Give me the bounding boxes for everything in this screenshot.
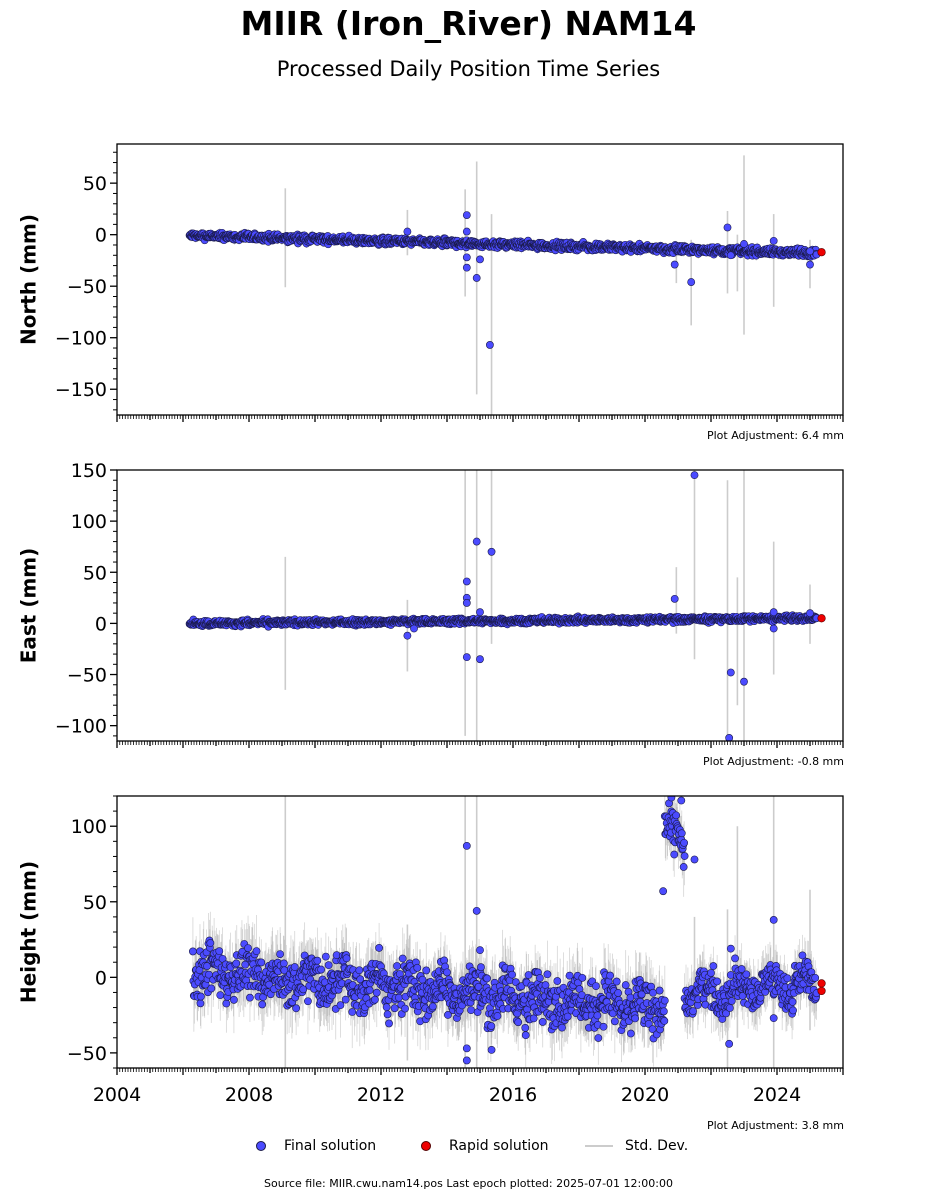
- north-y-tick-label: 50: [83, 173, 107, 195]
- north-y-tick-label: −50: [67, 276, 107, 298]
- north-data-layer: [185, 155, 826, 415]
- north-final-point: [723, 223, 732, 232]
- north-final-point: [462, 227, 471, 236]
- north-final-point: [462, 253, 471, 262]
- north-final-point: [403, 227, 412, 236]
- north-y-tick-label: −100: [55, 328, 107, 350]
- north-y-tick-label: −150: [55, 379, 107, 401]
- north-final-point: [670, 260, 679, 269]
- north-final-point: [806, 247, 814, 256]
- north-y-tick-label: 0: [95, 225, 107, 247]
- north-final-point: [472, 274, 481, 282]
- north-final-point: [462, 263, 471, 272]
- east-data-layer: [185, 470, 826, 741]
- north-final-point: [769, 236, 778, 245]
- north-final-point: [740, 240, 748, 248]
- north-final-point: [806, 260, 814, 269]
- north-final-point: [687, 278, 696, 286]
- north-final-point: [726, 251, 735, 260]
- north-final-point: [476, 255, 484, 264]
- chart-subtitle: Processed Daily Position Time Series: [276, 57, 661, 81]
- chart-title: MIIR (Iron_River) NAM14: [240, 4, 697, 43]
- north-rapid-point: [817, 248, 826, 257]
- north-final-point: [462, 211, 471, 219]
- north-y-axis-label: North (mm): [17, 214, 41, 345]
- north-final-point: [485, 341, 494, 349]
